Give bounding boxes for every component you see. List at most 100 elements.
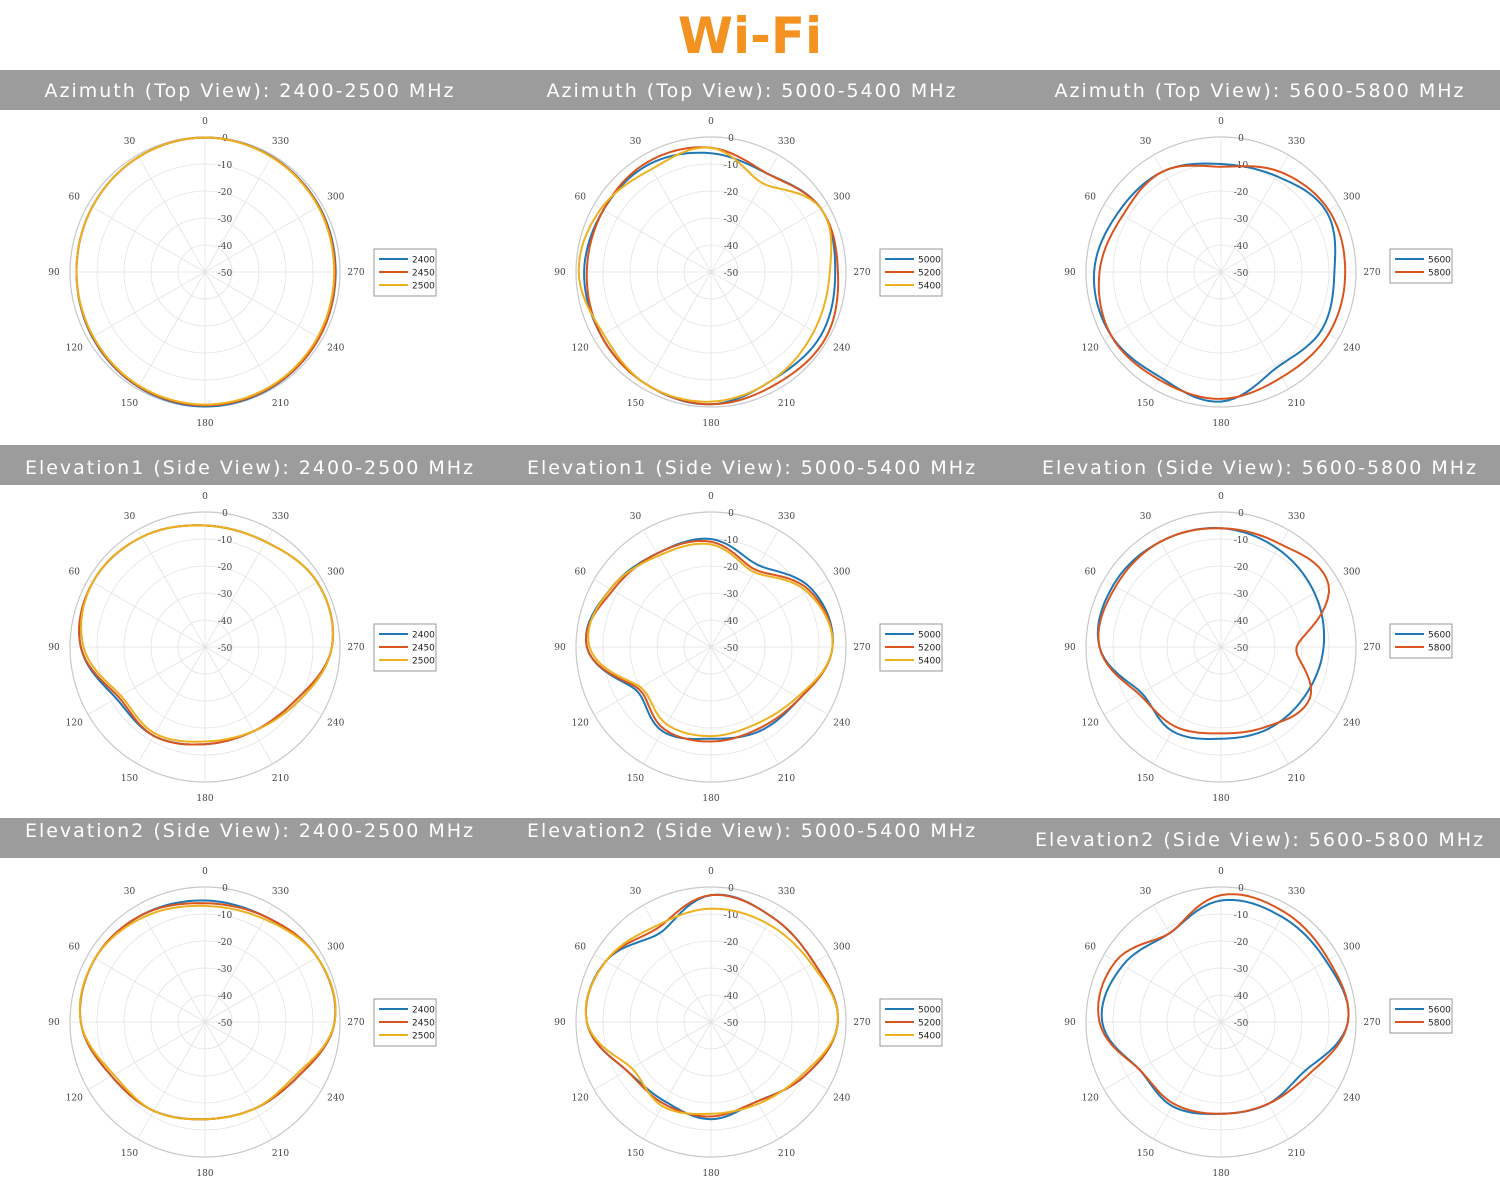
angle-tick-label: 210 bbox=[1288, 774, 1305, 784]
polar-spoke bbox=[1220, 646, 1289, 765]
angle-tick-label: 150 bbox=[121, 399, 138, 409]
legend-label: 2500 bbox=[412, 282, 435, 292]
radial-tick-label: 0 bbox=[1238, 884, 1244, 894]
radial-tick-label: 0 bbox=[1238, 509, 1244, 519]
polar-spoke bbox=[710, 271, 779, 390]
radial-tick-label: -30 bbox=[218, 215, 233, 225]
radial-tick-label: -40 bbox=[218, 992, 233, 1002]
angle-tick-label: 270 bbox=[853, 268, 870, 278]
polar-spoke bbox=[1220, 954, 1339, 1023]
polar-spoke bbox=[1220, 204, 1339, 273]
angle-tick-label: 270 bbox=[853, 1018, 870, 1028]
legend-label: 5200 bbox=[918, 269, 941, 279]
radial-tick-label: -20 bbox=[218, 563, 233, 573]
polar-spoke bbox=[204, 1021, 323, 1090]
polar-spoke bbox=[87, 204, 206, 273]
radial-tick-label: -50 bbox=[218, 1019, 233, 1029]
angle-tick-label: 240 bbox=[833, 1094, 850, 1104]
angle-tick-label: 60 bbox=[1085, 943, 1097, 953]
chart-header: Elevation1 (Side View): 5000-5400 MHz bbox=[526, 457, 978, 479]
angle-tick-label: 240 bbox=[1343, 1094, 1360, 1104]
radial-tick-label: -20 bbox=[218, 938, 233, 948]
polar-spoke bbox=[593, 954, 712, 1023]
polar-spoke bbox=[204, 579, 323, 648]
angle-tick-label: 30 bbox=[630, 137, 642, 147]
radial-tick-label: -50 bbox=[724, 1019, 739, 1029]
angle-tick-label: 240 bbox=[1343, 344, 1360, 354]
radial-tick-label: -40 bbox=[724, 242, 739, 252]
angle-tick-label: 30 bbox=[124, 137, 136, 147]
radial-tick-label: 0 bbox=[728, 884, 734, 894]
chart-header: Azimuth (Top View): 5600-5800 MHz bbox=[1054, 80, 1466, 102]
angle-tick-label: 330 bbox=[778, 137, 795, 147]
radial-tick-label: -50 bbox=[1234, 1019, 1249, 1029]
angle-tick-label: 90 bbox=[554, 268, 566, 278]
angle-tick-label: 270 bbox=[347, 268, 364, 278]
polar-chart-azimuth-5600: 0 30 60 90 120 150 180 210 240 270 300 330 0 -10 -20 -3… bbox=[1016, 110, 1500, 446]
angle-tick-label: 150 bbox=[121, 1149, 138, 1159]
angle-tick-label: 90 bbox=[554, 1018, 566, 1028]
angle-tick-label: 330 bbox=[1288, 512, 1305, 522]
polar-spoke bbox=[137, 1021, 206, 1140]
legend-label: 5000 bbox=[918, 1006, 941, 1016]
radial-tick-label: -30 bbox=[724, 965, 739, 975]
angle-tick-label: 150 bbox=[1137, 1149, 1154, 1159]
angle-tick-label: 180 bbox=[196, 1169, 213, 1179]
radial-tick-label: -50 bbox=[218, 644, 233, 654]
polar-spoke bbox=[204, 271, 323, 340]
polar-spoke bbox=[643, 529, 712, 648]
angle-tick-label: 90 bbox=[1064, 643, 1076, 653]
angle-tick-label: 180 bbox=[702, 794, 719, 804]
chart-header: Elevation (Side View): 5600-5800 MHz bbox=[1041, 457, 1479, 479]
chart-header: Elevation2 (Side View): 5000-5400 MHz bbox=[526, 820, 978, 842]
polar-spoke bbox=[1153, 154, 1222, 273]
polar-spoke bbox=[710, 646, 779, 765]
angle-tick-label: 120 bbox=[572, 719, 589, 729]
polar-spoke bbox=[1103, 204, 1222, 273]
angle-tick-label: 150 bbox=[1137, 774, 1154, 784]
polar-spoke bbox=[204, 529, 273, 648]
angle-tick-label: 90 bbox=[1064, 1018, 1076, 1028]
angle-tick-label: 270 bbox=[1363, 643, 1380, 653]
radial-tick-label: -40 bbox=[724, 992, 739, 1002]
polar-spoke bbox=[1103, 954, 1222, 1023]
radial-tick-label: -50 bbox=[1234, 269, 1249, 279]
angle-tick-label: 240 bbox=[327, 719, 344, 729]
angle-tick-label: 240 bbox=[327, 344, 344, 354]
polar-chart-elevation1-2400: 0 30 60 90 120 150 180 210 240 270 300 330 0 -10 -20 -3… bbox=[0, 485, 500, 821]
angle-tick-label: 120 bbox=[1082, 1094, 1099, 1104]
radial-tick-label: -10 bbox=[724, 911, 739, 921]
radial-tick-label: -50 bbox=[1234, 644, 1249, 654]
legend-label: 5200 bbox=[918, 1019, 941, 1029]
angle-tick-label: 240 bbox=[327, 1094, 344, 1104]
angle-tick-label: 210 bbox=[778, 399, 795, 409]
polar-spoke bbox=[1220, 271, 1339, 340]
radial-tick-label: -50 bbox=[218, 269, 233, 279]
polar-spoke bbox=[1153, 646, 1222, 765]
polar-chart-azimuth-5000: 0 30 60 90 120 150 180 210 240 270 300 330 0 -10 -20 -3… bbox=[506, 110, 1006, 446]
angle-tick-label: 180 bbox=[196, 794, 213, 804]
chart-header: Azimuth (Top View): 2400-2500 MHz bbox=[44, 80, 456, 102]
angle-tick-label: 300 bbox=[1343, 568, 1360, 578]
radial-tick-label: -40 bbox=[1234, 617, 1249, 627]
chart-header: Elevation2 (Side View): 5600-5800 MHz bbox=[1034, 829, 1486, 851]
angle-tick-label: 300 bbox=[327, 568, 344, 578]
polar-spoke bbox=[710, 271, 829, 340]
chart-header: Elevation2 (Side View): 2400-2500 MHz bbox=[24, 820, 476, 842]
polar-spoke bbox=[1220, 579, 1339, 648]
angle-tick-label: 180 bbox=[196, 419, 213, 429]
chart-header: Azimuth (Top View): 5000-5400 MHz bbox=[546, 80, 958, 102]
angle-tick-label: 60 bbox=[575, 943, 587, 953]
polar-spoke bbox=[1103, 646, 1222, 715]
angle-tick-label: 300 bbox=[833, 568, 850, 578]
polar-spoke bbox=[593, 646, 712, 715]
radial-tick-label: -50 bbox=[724, 644, 739, 654]
radial-tick-label: 0 bbox=[222, 509, 228, 519]
angle-tick-label: 90 bbox=[554, 643, 566, 653]
polar-plot-svg: 0 30 60 90 120 150 180 210 240 270 300 330 0 -10 -20 -3… bbox=[554, 117, 943, 429]
radial-tick-label: -20 bbox=[1234, 938, 1249, 948]
polar-spoke bbox=[1220, 904, 1289, 1023]
radial-tick-label: -30 bbox=[1234, 215, 1249, 225]
angle-tick-label: 30 bbox=[1140, 887, 1152, 897]
angle-tick-label: 120 bbox=[572, 1094, 589, 1104]
